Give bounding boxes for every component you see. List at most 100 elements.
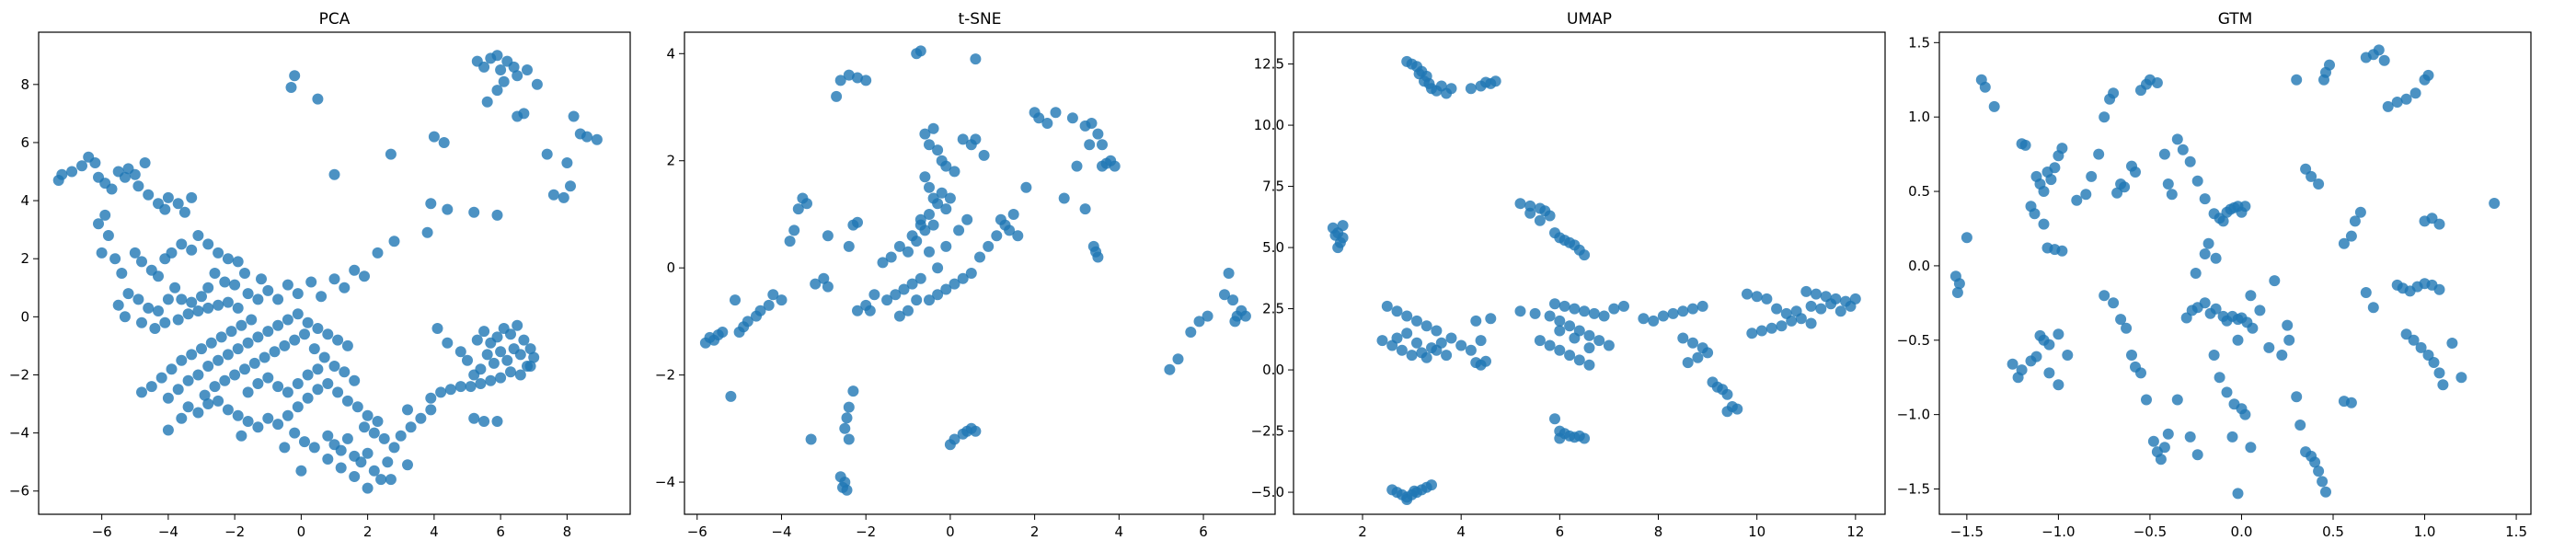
data-point — [730, 294, 741, 306]
data-point — [1805, 317, 1817, 329]
x-tick-label: 8 — [1654, 523, 1663, 540]
data-point — [792, 203, 804, 215]
data-point — [512, 70, 523, 82]
data-point — [1092, 251, 1104, 263]
data-point — [351, 401, 363, 413]
data-point — [1475, 335, 1487, 347]
data-point — [2099, 111, 2110, 123]
data-point — [2045, 174, 2057, 186]
data-point — [2111, 187, 2123, 199]
data-point — [1687, 337, 1698, 349]
data-point — [89, 157, 101, 168]
y-tick-label: 4 — [666, 45, 675, 62]
data-point — [395, 430, 407, 442]
data-point — [2038, 186, 2050, 197]
data-point — [468, 412, 480, 424]
data-point — [1687, 303, 1698, 315]
data-point — [56, 168, 68, 180]
data-point — [2282, 319, 2294, 331]
data-point — [2190, 268, 2202, 279]
data-point — [1376, 335, 1388, 347]
data-point — [279, 339, 291, 351]
data-point — [717, 327, 729, 338]
data-point — [1583, 359, 1595, 371]
data-point — [2428, 357, 2440, 368]
data-point — [269, 346, 281, 358]
data-point — [843, 69, 855, 81]
data-point — [349, 374, 361, 386]
data-point — [186, 191, 198, 203]
data-point — [308, 442, 320, 454]
data-point — [810, 278, 822, 290]
x-tick-label: 4 — [430, 523, 439, 540]
data-point — [112, 299, 124, 311]
data-point — [1401, 494, 1413, 505]
data-point — [162, 191, 174, 203]
data-point — [547, 189, 559, 201]
x-tick-label: 10 — [1748, 523, 1765, 540]
data-point — [282, 386, 293, 398]
data-point — [186, 244, 198, 256]
data-point — [1811, 288, 1822, 300]
data-point — [541, 148, 553, 160]
data-point — [932, 262, 944, 274]
data-point — [801, 198, 812, 210]
data-point — [99, 209, 111, 221]
x-tick-label: 6 — [1199, 523, 1208, 540]
data-point — [1401, 310, 1413, 322]
data-point — [1979, 81, 1991, 93]
y-tick-label: 4 — [20, 192, 29, 209]
data-point — [202, 361, 214, 372]
data-point — [881, 294, 893, 306]
data-point — [102, 230, 114, 241]
data-point — [136, 386, 147, 398]
data-point — [501, 354, 513, 366]
data-point — [2019, 139, 2031, 151]
data-point — [1569, 332, 1581, 344]
data-point — [1058, 192, 1070, 204]
data-point — [282, 409, 293, 421]
data-point — [1534, 335, 1546, 347]
data-point — [983, 240, 995, 252]
data-point — [1790, 305, 1802, 317]
data-point — [1721, 406, 1733, 418]
data-point — [1564, 350, 1576, 362]
data-point — [252, 378, 264, 389]
data-point — [242, 337, 254, 349]
data-point — [491, 209, 503, 221]
data-point — [76, 160, 87, 172]
data-point — [2391, 97, 2403, 108]
data-point — [906, 278, 918, 290]
data-point — [468, 369, 480, 381]
data-point — [176, 412, 188, 424]
data-point — [2276, 350, 2288, 361]
data-point — [2166, 189, 2178, 201]
data-point — [176, 293, 188, 305]
data-point — [1618, 300, 1629, 312]
data-point — [2422, 69, 2434, 81]
data-point — [1667, 307, 1679, 319]
data-point — [924, 294, 935, 306]
data-point — [1805, 300, 1817, 312]
data-point — [2232, 488, 2244, 500]
data-point — [388, 442, 400, 454]
data-point — [1409, 485, 1420, 497]
y-tick-label: −4 — [9, 425, 29, 442]
data-point — [2162, 178, 2174, 190]
data-point — [2053, 379, 2064, 391]
data-point — [528, 351, 540, 363]
data-point — [2007, 358, 2018, 370]
data-point — [1050, 107, 1062, 119]
data-point — [2130, 167, 2141, 178]
data-point — [822, 281, 834, 293]
data-point — [1746, 328, 1758, 339]
data-point — [252, 293, 264, 305]
data-point — [1097, 139, 1108, 151]
data-point — [784, 236, 796, 247]
data-point — [927, 219, 939, 231]
data-point — [359, 421, 370, 433]
data-point — [312, 384, 324, 396]
data-point — [940, 160, 952, 172]
data-point — [1756, 325, 1767, 337]
data-point — [262, 326, 274, 338]
